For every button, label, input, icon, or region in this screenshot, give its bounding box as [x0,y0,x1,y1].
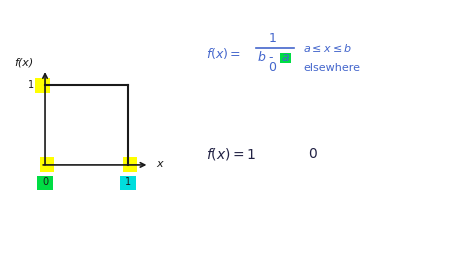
Text: -: - [265,52,278,64]
Text: 0: 0 [269,61,276,74]
Text: 1: 1 [28,80,34,90]
Text: 1: 1 [125,177,131,187]
Text: x: x [156,159,163,169]
Bar [35,78,50,93]
Text: $a\leq x\leq b$: $a\leq x\leq b$ [303,42,353,54]
Text: a: a [282,52,289,64]
Text: f(x): f(x) [14,58,33,68]
Bar [123,157,137,172]
Text: 1: 1 [269,32,276,45]
Bar [40,157,54,172]
Bar [120,176,136,190]
Text: 0: 0 [308,147,317,161]
Text: $f(x)=$: $f(x)=$ [206,46,241,61]
Bar [37,176,53,190]
Text: $f(x) = 1$: $f(x) = 1$ [206,146,257,162]
Text: elsewhere: elsewhere [303,63,360,73]
Text: 0: 0 [42,177,48,187]
Text: b: b [257,52,265,64]
Bar [280,53,291,63]
